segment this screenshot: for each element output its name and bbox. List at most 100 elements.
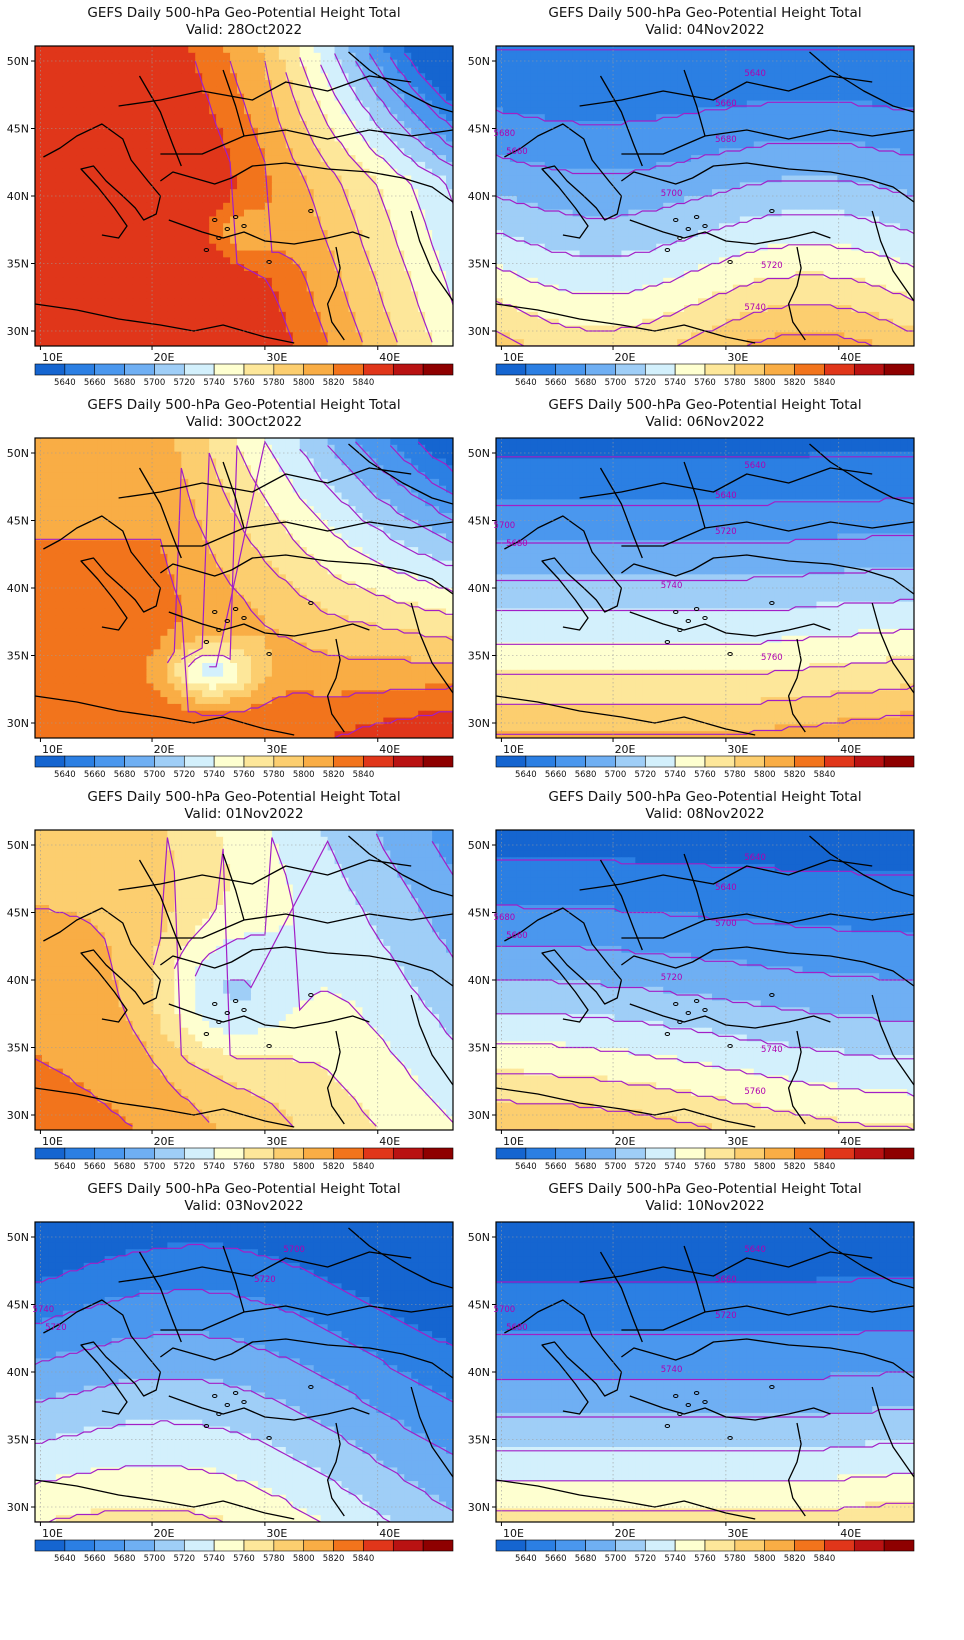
colorbar-label: 5760 (694, 1162, 716, 1172)
colorbar-swatch (734, 1147, 766, 1160)
panel-valid-date: Valid: 04Nov2022 (645, 22, 764, 38)
colorbar-swatch (363, 1539, 394, 1552)
colorbar-label: 5800 (754, 378, 776, 388)
contour-lines (496, 49, 914, 346)
x-tick-label: 40E (840, 1135, 861, 1148)
y-tick-label: 30N (468, 1501, 490, 1514)
contour-label: 5740 (761, 1045, 783, 1055)
colorbar-label: 5680 (114, 1554, 136, 1564)
colorbar-label: 5680 (114, 1162, 136, 1172)
y-tick-label: 30N (7, 325, 29, 338)
x-tick-label: 10E (503, 743, 524, 756)
colorbar-swatch (94, 1147, 125, 1160)
x-tick-label: 10E (503, 1527, 524, 1540)
colorbar-swatch (525, 755, 557, 768)
panel-title: GEFS Daily 500-hPa Geo-Potential Height … (87, 789, 400, 805)
colorbar-swatch (243, 363, 275, 376)
contour-label: 5640 (715, 883, 737, 893)
colorbar-swatch (883, 1539, 915, 1552)
x-tick-label: 20E (615, 1527, 636, 1540)
map-grid (496, 46, 914, 346)
colorbar-label: 5760 (694, 1554, 716, 1564)
map-grid (496, 1222, 914, 1522)
colorbar-swatch (124, 755, 155, 768)
y-tick-label: 35N (7, 258, 29, 271)
y-tick-label: 50N (468, 447, 490, 460)
colorbar-label: 5760 (233, 770, 255, 780)
colorbar-label: 5760 (694, 770, 716, 780)
contour-label: 5680 (494, 913, 516, 923)
contour-label: 5760 (744, 1087, 766, 1097)
colorbar-swatch (303, 1147, 334, 1160)
colorbar-swatch (333, 363, 364, 376)
coastlines (496, 443, 914, 736)
colorbar-swatch (333, 1147, 364, 1160)
colorbar-swatch (94, 363, 125, 376)
colorbar-label: 5700 (605, 1554, 627, 1564)
colorbar-label: 5640 (515, 1162, 537, 1172)
map-panel-1: GEFS Daily 500-hPa Geo-Potential Height … (468, 5, 915, 388)
colorbar: 5640 5660 5680 5700 5720 5740 5760 5780 5800 5820… (34, 363, 454, 388)
x-tick-label: 20E (154, 1135, 175, 1148)
panel-title: GEFS Daily 500-hPa Geo-Potential Height … (87, 1181, 400, 1197)
x-tick-label: 40E (379, 743, 400, 756)
y-tick-label: 40N (468, 190, 490, 203)
contour-label: 5660 (715, 1275, 737, 1285)
contour-label: 5720 (761, 261, 783, 271)
colorbar-label: 5700 (605, 770, 627, 780)
colorbar-label: 5660 (545, 1554, 567, 1564)
colorbar-label: 5660 (84, 1554, 106, 1564)
colorbar-swatch (674, 755, 706, 768)
colorbar-swatch (674, 1539, 706, 1552)
colorbar-label: 5840 (353, 1162, 375, 1172)
panel-title: GEFS Daily 500-hPa Geo-Potential Height … (548, 789, 861, 805)
y-tick-label: 45N (7, 907, 29, 920)
colorbar-swatch (853, 363, 885, 376)
map-panel-3: GEFS Daily 500-hPa Geo-Potential Height … (468, 397, 915, 780)
colorbar-swatch (525, 1539, 557, 1552)
colorbar-label: 5800 (754, 1554, 776, 1564)
colorbar-label: 5840 (814, 378, 836, 388)
colorbar-label: 5700 (605, 378, 627, 388)
panel-title: GEFS Daily 500-hPa Geo-Potential Height … (548, 1181, 861, 1197)
x-tick-label: 30E (727, 1135, 748, 1148)
colorbar-swatch (303, 755, 334, 768)
colorbar-label: 5680 (114, 770, 136, 780)
panel-valid-date: Valid: 10Nov2022 (645, 1198, 764, 1214)
contour-label: 5640 (744, 853, 766, 863)
colorbar-label: 5840 (814, 770, 836, 780)
colorbar-label: 5820 (323, 770, 345, 780)
colorbar-swatch (243, 1539, 275, 1552)
colorbar-swatch (853, 755, 885, 768)
panel-valid-date: Valid: 28Oct2022 (186, 22, 302, 38)
colorbar-swatch (392, 1539, 424, 1552)
panel-valid-date: Valid: 03Nov2022 (184, 1198, 303, 1214)
map-panel-5: GEFS Daily 500-hPa Geo-Potential Height … (468, 789, 915, 1172)
colorbar-swatch (64, 363, 96, 376)
x-tick-label: 20E (615, 743, 636, 756)
colorbar-label: 5700 (605, 1162, 627, 1172)
colorbar-label: 5840 (814, 1162, 836, 1172)
colorbar-label: 5700 (144, 770, 166, 780)
colorbar-swatch (704, 363, 736, 376)
x-tick-label: 10E (42, 351, 63, 364)
colorbar-label: 5680 (575, 1162, 597, 1172)
colorbar-swatch (615, 363, 646, 376)
colorbar-swatch (824, 1147, 855, 1160)
colorbar-swatch (525, 363, 557, 376)
coastlines (35, 1227, 453, 1520)
colorbar-swatch (34, 363, 66, 376)
colorbar-swatch (273, 1147, 305, 1160)
colorbar-label: 5740 (203, 770, 225, 780)
y-tick-label: 40N (7, 974, 29, 987)
colorbar-label: 5840 (353, 1554, 375, 1564)
contour-label: 5740 (661, 1365, 683, 1375)
colorbar-label: 5720 (173, 770, 195, 780)
colorbar-swatch (495, 1539, 527, 1552)
x-tick-label: 40E (840, 1527, 861, 1540)
colorbar-swatch (615, 755, 646, 768)
colorbar-label: 5840 (814, 1554, 836, 1564)
colorbar-swatch (644, 755, 676, 768)
colorbar-swatch (213, 1539, 245, 1552)
